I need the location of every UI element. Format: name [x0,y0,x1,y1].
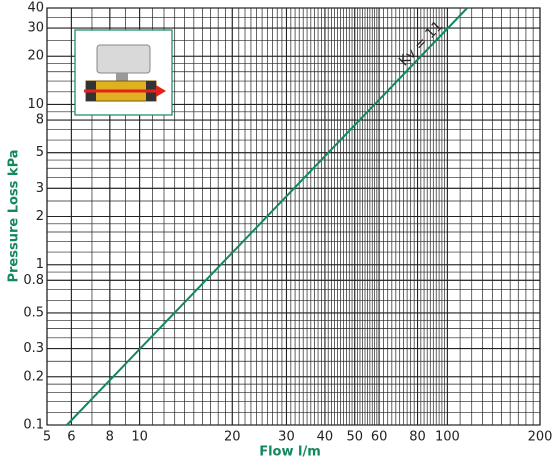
x-tick-label: 40 [317,430,334,445]
valve-inset [75,30,172,115]
x-axis-title: Flow l/m [259,445,321,460]
y-tick-label: 2 [36,209,44,224]
y-tick-label: 0.5 [23,305,44,320]
y-tick-label: 0.3 [23,341,44,356]
chart: Flow l/m Pressure Loss kPa 5681020304050… [0,0,555,467]
y-tick-label: 0.2 [23,369,44,384]
x-tick-label: 60 [371,430,388,445]
y-tick-label: 1 [36,257,44,272]
y-tick-label: 3 [36,181,44,196]
x-tick-label: 20 [224,430,241,445]
x-tick-label: 10 [131,430,148,445]
y-axis-title: Pressure Loss kPa [7,149,22,282]
y-tick-label: 0.1 [23,418,44,433]
actuator [97,45,150,73]
x-tick-label: 80 [409,430,426,445]
y-tick-label: 10 [27,97,44,112]
y-tick-label: 30 [27,21,44,36]
x-tick-label: 6 [67,430,75,445]
y-tick-label: 20 [27,49,44,64]
y-tick-label: 40 [27,1,44,16]
y-tick-label: 5 [36,145,44,160]
y-tick-label: 0.8 [23,273,44,288]
x-tick-label: 200 [528,430,553,445]
x-tick-label: 5 [43,430,51,445]
x-tick-label: 8 [106,430,114,445]
x-tick-label: 50 [346,430,363,445]
y-tick-label: 8 [36,113,44,128]
x-tick-label: 30 [278,430,295,445]
x-tick-label: 100 [435,430,460,445]
